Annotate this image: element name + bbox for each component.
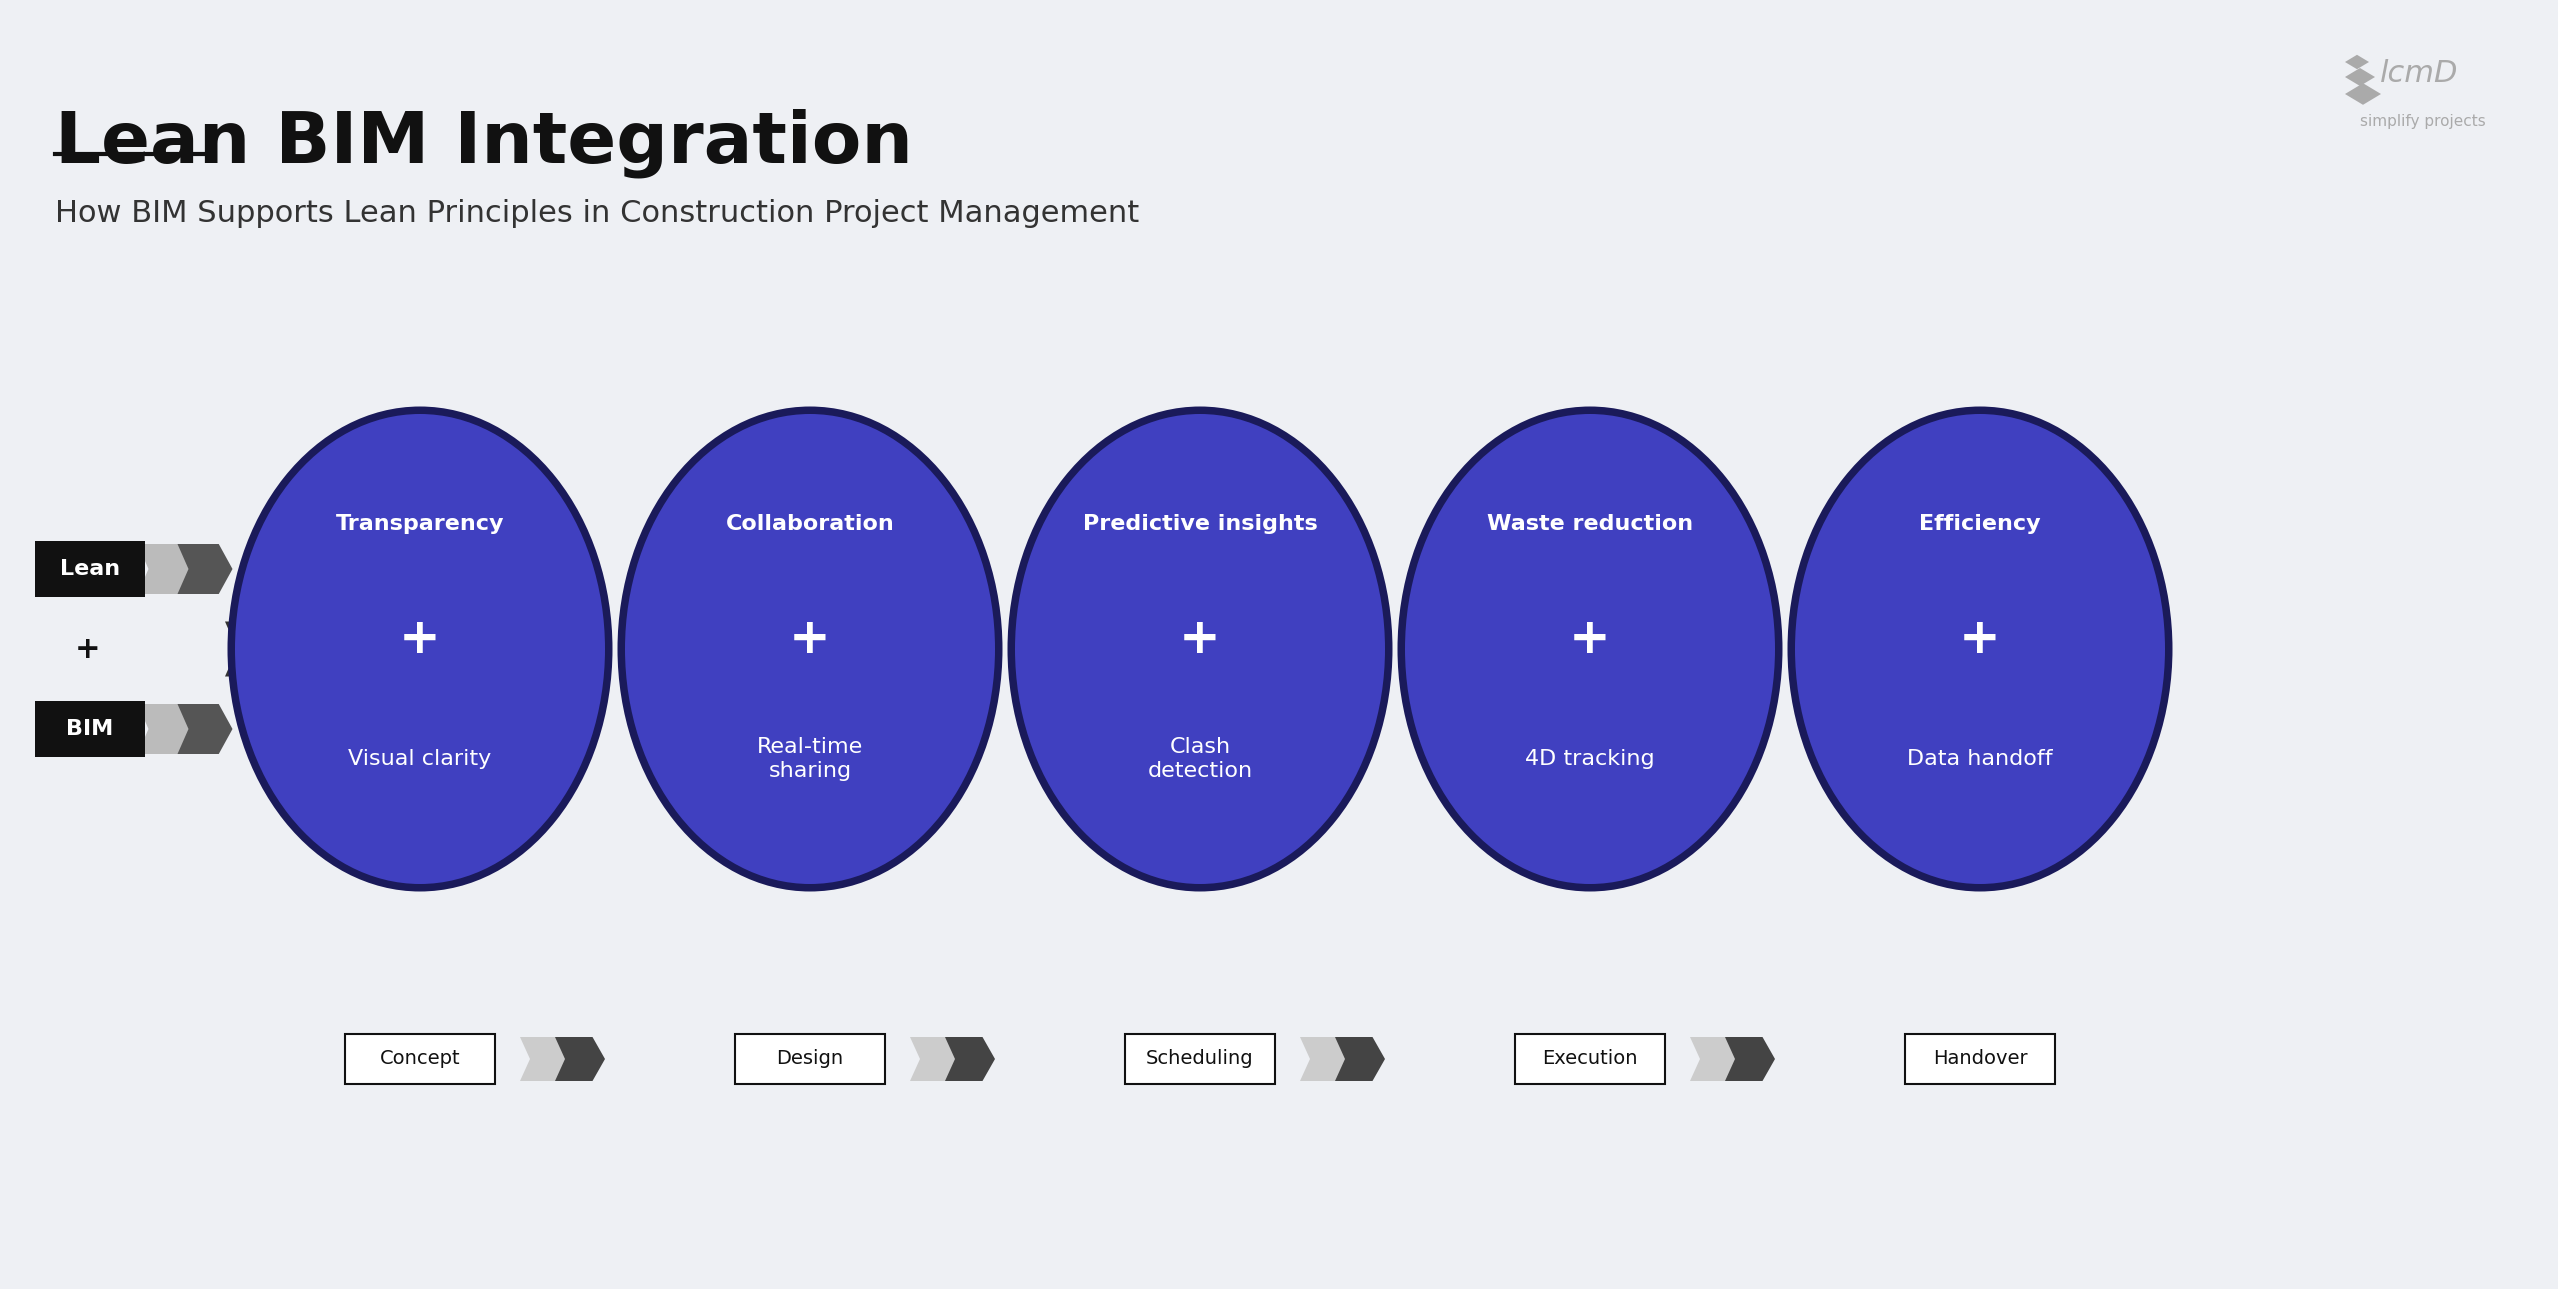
Polygon shape (177, 704, 233, 754)
Text: Design: Design (778, 1049, 844, 1069)
Text: 4D tracking: 4D tracking (1525, 749, 1655, 770)
Polygon shape (1724, 1036, 1775, 1081)
Text: Clash
detection: Clash detection (1149, 737, 1253, 781)
FancyBboxPatch shape (36, 541, 146, 597)
Text: Execution: Execution (1542, 1049, 1637, 1069)
Ellipse shape (1788, 406, 2172, 892)
Polygon shape (2346, 55, 2369, 70)
Text: Waste reduction: Waste reduction (1486, 514, 1693, 534)
Ellipse shape (1796, 414, 2164, 884)
Text: Handover: Handover (1934, 1049, 2028, 1069)
Ellipse shape (228, 406, 611, 892)
Text: How BIM Supports Lean Principles in Construction Project Management: How BIM Supports Lean Principles in Cons… (56, 199, 1138, 228)
Polygon shape (138, 544, 192, 594)
Ellipse shape (1397, 406, 1783, 892)
Text: simplify projects: simplify projects (2361, 113, 2486, 129)
Text: Lean: Lean (59, 559, 120, 579)
Ellipse shape (1008, 406, 1392, 892)
Polygon shape (225, 621, 284, 677)
Text: lcmD: lcmD (2379, 59, 2458, 88)
Polygon shape (1335, 1036, 1384, 1081)
Ellipse shape (616, 406, 1003, 892)
Ellipse shape (1404, 414, 1775, 884)
Polygon shape (138, 704, 192, 754)
Text: Predictive insights: Predictive insights (1082, 514, 1317, 534)
FancyBboxPatch shape (1514, 1034, 1665, 1084)
FancyBboxPatch shape (36, 701, 146, 757)
Text: +: + (1959, 615, 2000, 663)
Polygon shape (519, 1036, 570, 1081)
Polygon shape (2346, 84, 2381, 104)
FancyBboxPatch shape (1126, 1034, 1274, 1084)
Text: +: + (399, 615, 440, 663)
FancyBboxPatch shape (734, 1034, 885, 1084)
Text: Scheduling: Scheduling (1146, 1049, 1253, 1069)
Text: Collaboration: Collaboration (726, 514, 895, 534)
Polygon shape (177, 544, 233, 594)
Text: BIM: BIM (67, 719, 113, 739)
Text: +: + (1179, 615, 1220, 663)
Polygon shape (1299, 1036, 1351, 1081)
Text: +: + (1568, 615, 1612, 663)
Text: Concept: Concept (379, 1049, 460, 1069)
Text: Efficiency: Efficiency (1918, 514, 2041, 534)
Ellipse shape (235, 414, 606, 884)
Ellipse shape (624, 414, 995, 884)
FancyBboxPatch shape (1906, 1034, 2054, 1084)
Text: Data handoff: Data handoff (1908, 749, 2054, 770)
Text: Lean BIM Integration: Lean BIM Integration (56, 110, 913, 178)
Polygon shape (911, 1036, 959, 1081)
Polygon shape (2346, 68, 2374, 86)
Text: Visual clarity: Visual clarity (348, 749, 491, 770)
Ellipse shape (1016, 414, 1384, 884)
Text: Real-time
sharing: Real-time sharing (757, 737, 862, 781)
Text: +: + (788, 615, 831, 663)
Polygon shape (1691, 1036, 1739, 1081)
Polygon shape (555, 1036, 606, 1081)
Text: +: + (74, 634, 100, 664)
Text: Transparency: Transparency (335, 514, 504, 534)
Polygon shape (944, 1036, 995, 1081)
FancyBboxPatch shape (345, 1034, 496, 1084)
